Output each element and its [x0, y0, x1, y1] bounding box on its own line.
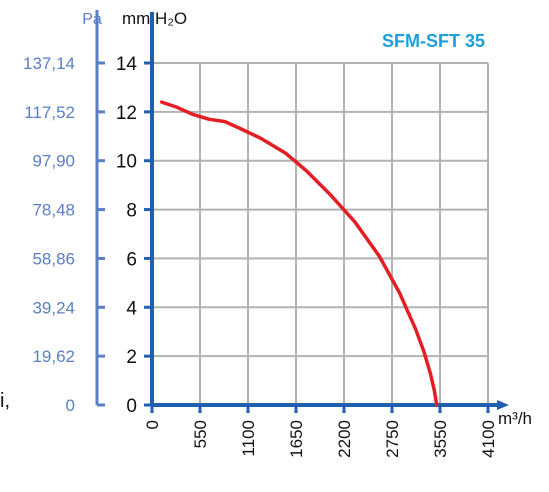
pa-tick-label: 117,52 — [24, 103, 75, 122]
x-axis-label: m³/h — [498, 409, 532, 428]
pa-tick-label: 78,48 — [32, 201, 75, 220]
pa-unit-label: Pa — [82, 11, 102, 28]
x-tick-label: 1650 — [287, 420, 306, 458]
y-tick-label: 8 — [126, 201, 137, 222]
y-tick-label: 0 — [126, 396, 137, 417]
stray-text: i, — [0, 390, 10, 412]
y-axis: 0 2 4 6 8 10 12 14 — [116, 12, 154, 417]
y-tick-label: 6 — [126, 249, 137, 270]
y-tick-label: 2 — [126, 347, 137, 368]
pa-tick-label: 58,86 — [32, 249, 75, 268]
pa-tick-label: 137,14 — [23, 54, 75, 73]
x-tick-label: 4100 — [479, 420, 498, 458]
pa-tick-label: 19,62 — [32, 347, 75, 366]
pa-tick-label: 97,90 — [32, 152, 75, 171]
chart-title: SFM-SFT 35 — [382, 31, 485, 51]
chart-grid — [152, 62, 489, 405]
performance-curve — [159, 100, 439, 407]
x-tick-label: 2200 — [335, 420, 354, 458]
x-axis-arrow-icon — [497, 400, 509, 410]
y-axis-label: mm H₂O — [122, 9, 187, 28]
y-tick-label: 12 — [116, 103, 137, 124]
y-tick-label: 4 — [126, 298, 137, 319]
series-layer — [159, 100, 439, 407]
pa-tick-label: 0 — [66, 396, 75, 415]
y-tick-label: 14 — [116, 54, 138, 75]
y-tick-label: 10 — [116, 152, 137, 173]
pa-tick-label: 39,24 — [32, 298, 75, 317]
pa-axis: 0 19,62 39,24 58,86 78,48 97,90 117,52 137,14 — [23, 10, 105, 415]
x-tick-label: 1100 — [239, 420, 258, 457]
x-tick-label: 550 — [191, 420, 210, 448]
x-tick-label: 3550 — [431, 420, 450, 458]
x-tick-label: 0 — [143, 420, 162, 429]
x-tick-label: 2750 — [383, 420, 402, 458]
x-axis: 0 550 1100 1650 2200 2750 3550 4100 — [143, 400, 509, 458]
